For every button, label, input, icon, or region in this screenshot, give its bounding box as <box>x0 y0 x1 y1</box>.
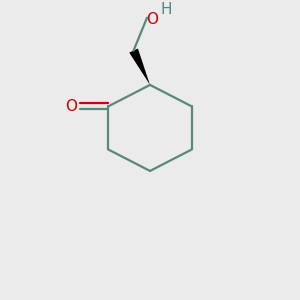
Text: O: O <box>146 12 158 27</box>
Polygon shape <box>129 49 150 85</box>
Text: H: H <box>161 2 172 17</box>
Text: O: O <box>65 99 77 114</box>
